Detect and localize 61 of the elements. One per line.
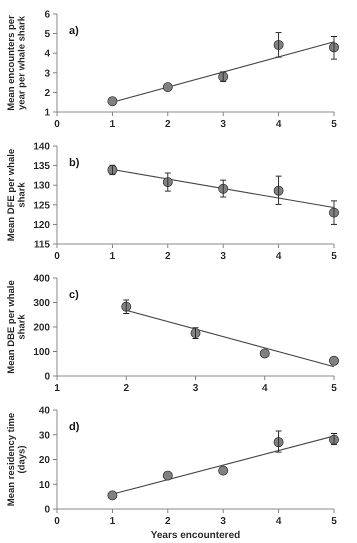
y-tick-label: 10 [38,480,50,491]
x-tick-label: 4 [276,251,282,262]
y-tick-label: 6 [44,10,50,20]
x-tick-label: 3 [220,516,226,527]
point [260,348,270,358]
y-tick-label: 0 [44,504,50,516]
y-tick-label: 3 [44,68,50,80]
x-axis-title: Years encountered [150,530,240,541]
y-tick-label: 125 [33,200,50,212]
y-tick-label: 30 [38,430,50,442]
x-tick-label: 3 [220,251,226,262]
y-axis-title: Mean DFE per whale shark [6,148,28,242]
x-tick-label: 3 [192,383,199,394]
x-tick-label: 3 [220,119,226,130]
y-tick-label: 0 [44,372,50,382]
point [107,490,118,500]
point [218,466,228,476]
x-tick-label: 4 [262,383,268,394]
y-tick-label: 200 [33,322,50,334]
annotation: a) [69,25,80,37]
x-tick-label: 5 [331,516,338,527]
point [162,82,173,92]
x-tick-label: 2 [165,119,172,130]
y-tick-label: 140 [33,142,50,152]
y-tick-label: 300 [33,298,50,309]
x-tick-label: 2 [123,383,130,394]
point [329,356,339,366]
y-tick-label: 130 [33,180,50,192]
y-tick-label: 400 [33,274,50,284]
x-tick-label: 5 [331,383,338,394]
y-tick-label: 135 [33,161,50,172]
annotation: d) [69,421,80,433]
x-tick-label: 2 [165,251,172,262]
x-tick-label: 1 [54,383,60,394]
x-tick-label: 0 [54,251,60,262]
x-tick-label: 4 [276,119,282,130]
x-tick-label: 0 [54,516,60,527]
annotation: b) [69,157,80,169]
annotation: c) [69,289,80,301]
x-tick-label: 1 [110,251,116,262]
y-axis-title: Mean residency time (days) [6,412,28,506]
y-tick-label: 115 [34,240,50,250]
y-tick-label: 20 [38,455,50,466]
point [162,470,173,481]
y-tick-label: 4 [44,48,50,60]
x-tick-label: 5 [331,119,338,130]
y-axis-title: Mean encounters per year per whale shark [6,14,28,111]
x-tick-label: 5 [331,251,338,262]
y-axis-title: Mean DBE per whale shark [6,280,28,374]
x-tick-label: 0 [54,119,60,130]
y-tick-label: 40 [38,406,50,416]
y-tick-label: 1 [44,108,50,118]
y-tick-label: 120 [33,220,50,231]
x-tick-label: 2 [165,516,172,527]
y-tick-label: 2 [44,88,50,99]
y-tick-label: 5 [44,29,50,40]
x-tick-label: 4 [276,516,282,527]
point [107,96,118,106]
y-tick-label: 100 [33,347,50,358]
x-tick-label: 1 [110,119,116,130]
x-tick-label: 1 [110,516,116,527]
